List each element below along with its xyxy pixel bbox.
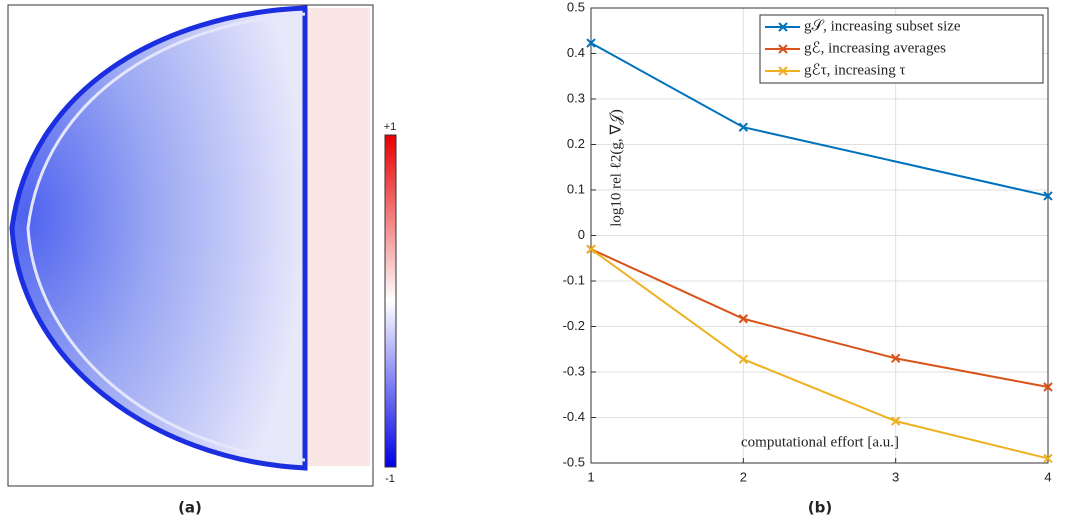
y-tick-label: 0.5 [567,0,585,14]
data-point [1043,453,1053,464]
legend-label: gℰ, increasing averages [804,40,946,56]
panel-a [7,4,397,487]
series-line [590,248,1049,388]
y-tick-label: 0.1 [567,181,585,196]
data-point [1043,382,1053,392]
y-tick-label: -0.1 [563,272,585,287]
caption: (a) [178,499,202,517]
panel-b: -0.5 -0.4 -0.3 -0.2 -0.1 0 0.1 0.2 0.3 0.4 0.5 1 2 3 4… [563,0,1053,517]
y-tick-label: 0 [578,227,585,242]
legend-swatch [778,66,788,76]
x-axis-label: computational effort [a.u.] [741,434,899,450]
data-point [586,38,596,48]
image-region [9,5,308,471]
data-point [738,354,749,364]
caption: (b) [808,499,832,517]
plot-frame [590,7,1049,464]
legend-label: gℰτ, increasing τ [804,62,906,78]
legend-label: g𝒮, increasing subset size [804,18,961,34]
colorbar-tick-label: +1 [384,121,397,133]
series-line [590,248,1049,460]
y-tick-label: 0.3 [567,90,585,105]
data-point [890,416,901,426]
y-axis-label: log10 rel ℓ2(g, ∇𝒥) [608,109,624,227]
x-tick-label: 4 [1044,469,1051,484]
y-tick-label: -0.2 [563,318,585,333]
data-point [738,122,749,132]
y-tick-label: 0.2 [567,136,585,151]
legend-swatch [778,22,788,32]
y-tick-label: 0.4 [567,45,585,60]
y-tick-label: -0.4 [563,409,585,424]
colorbar [384,134,397,468]
data-point [890,353,901,364]
x-tick-label: 2 [740,469,747,484]
y-tick-label: -0.3 [563,363,585,378]
image-edge [26,12,306,462]
x-tick-label: 1 [587,469,594,484]
data-point [738,314,749,324]
legend-box [759,14,1044,84]
x-tick-label: 3 [892,469,899,484]
data-point [586,244,596,254]
colorbar-tick-label: -1 [385,473,395,485]
data-point [1043,191,1053,201]
image-region [300,8,370,466]
legend-swatch [778,44,788,54]
y-tick-label: -0.5 [563,454,585,469]
